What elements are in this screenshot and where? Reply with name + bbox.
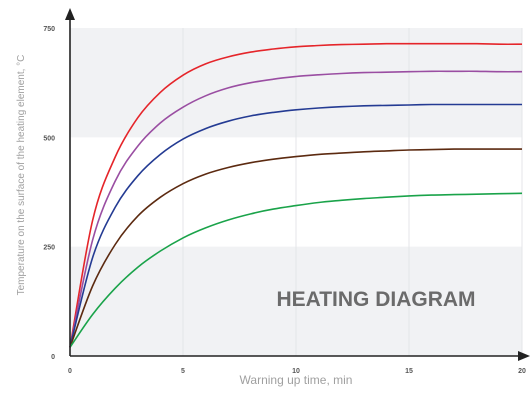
series-line-0 [69, 42, 523, 348]
series-lines [69, 42, 523, 348]
series-line-1 [69, 70, 523, 348]
y-axis-arrow-icon [65, 8, 75, 20]
x-axis-title: Warning up time, min [240, 373, 353, 387]
x-axis-arrow-icon [518, 351, 530, 361]
axes [65, 8, 530, 361]
x-tick-label-10: 10 [292, 368, 300, 375]
series-line-4 [69, 192, 523, 348]
x-tick-labels: 0 5 10 15 20 [68, 368, 526, 375]
grid-lines [182, 28, 523, 356]
y-tick-label-0: 0 [51, 354, 55, 361]
x-tick-label-0: 0 [68, 368, 72, 375]
y-tick-label-750: 750 [43, 26, 55, 33]
y-tick-labels: 0 250 500 750 [43, 26, 55, 361]
y-tick-label-500: 500 [43, 135, 55, 142]
x-tick-label-20: 20 [518, 368, 526, 375]
series-line-2 [69, 103, 522, 348]
x-tick-label-15: 15 [405, 368, 413, 375]
chart-annotation: HEATING DIAGRAM [276, 288, 475, 311]
series-line-3 [69, 148, 522, 348]
y-tick-label-250: 250 [43, 245, 55, 252]
y-axis-title: Temperature on the surface of the heatin… [16, 55, 27, 296]
x-tick-label-5: 5 [181, 368, 185, 375]
